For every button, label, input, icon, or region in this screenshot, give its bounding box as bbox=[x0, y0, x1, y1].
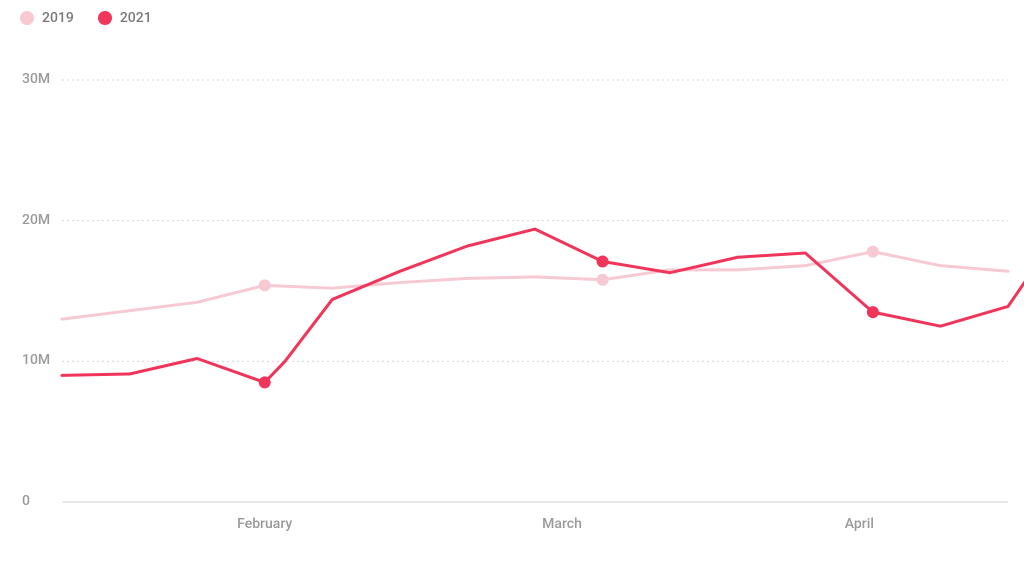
series-marker-2021[interactable] bbox=[259, 376, 271, 388]
series-line-2019 bbox=[62, 252, 1008, 320]
series-marker-2021[interactable] bbox=[867, 306, 879, 318]
series-marker-2019[interactable] bbox=[867, 246, 879, 258]
line-chart-svg bbox=[0, 0, 1024, 561]
series-marker-2019[interactable] bbox=[259, 279, 271, 291]
series-marker-2019[interactable] bbox=[597, 274, 609, 286]
gridlines bbox=[62, 80, 1008, 502]
chart-container: 2019 2021 0 10M 20M 30M February March A… bbox=[0, 0, 1024, 561]
series-marker-2021[interactable] bbox=[597, 255, 609, 267]
chart-series bbox=[62, 229, 1024, 388]
